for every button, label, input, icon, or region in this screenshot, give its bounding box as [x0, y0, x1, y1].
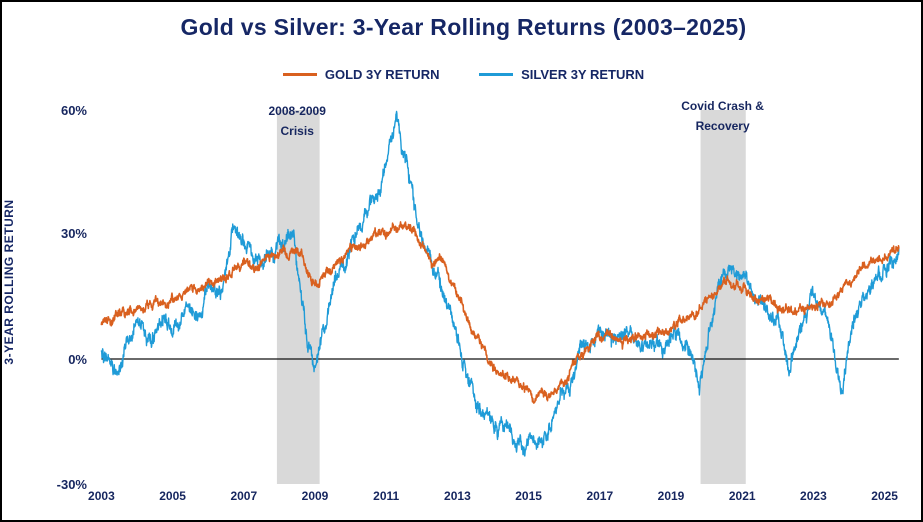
svg-text:-30%: -30%	[57, 477, 88, 492]
svg-text:30%: 30%	[61, 226, 87, 241]
svg-text:2007: 2007	[230, 489, 257, 503]
svg-text:Crisis: Crisis	[281, 124, 315, 138]
svg-text:60%: 60%	[61, 103, 87, 118]
svg-text:2008-2009: 2008-2009	[269, 104, 327, 118]
svg-text:2021: 2021	[729, 489, 756, 503]
svg-text:2015: 2015	[515, 489, 542, 503]
svg-text:2013: 2013	[444, 489, 471, 503]
svg-text:Recovery: Recovery	[696, 119, 750, 133]
svg-text:2019: 2019	[658, 489, 685, 503]
svg-text:2017: 2017	[586, 489, 613, 503]
svg-text:0%: 0%	[68, 352, 87, 367]
svg-text:2025: 2025	[871, 489, 898, 503]
svg-text:2003: 2003	[88, 489, 115, 503]
svg-text:2005: 2005	[159, 489, 186, 503]
svg-text:Covid Crash &: Covid Crash &	[681, 99, 764, 113]
svg-text:2009: 2009	[302, 489, 329, 503]
svg-text:2023: 2023	[800, 489, 827, 503]
svg-text:2011: 2011	[373, 489, 399, 503]
